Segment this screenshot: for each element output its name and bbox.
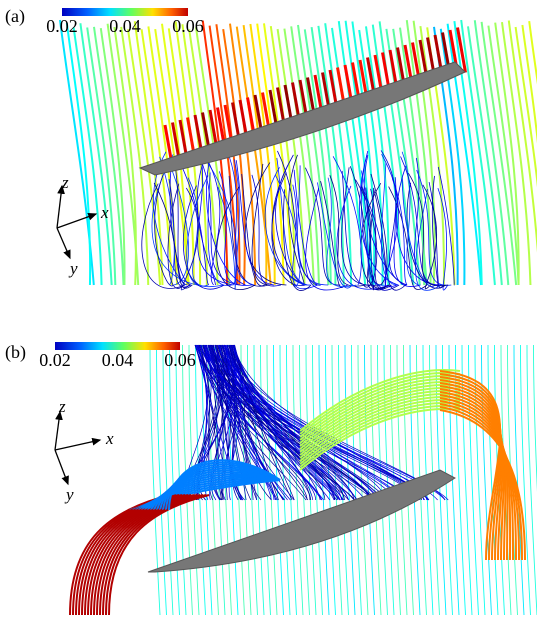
axis-label: x (100, 203, 109, 222)
panel-label: (b) (5, 342, 26, 363)
colorbar-tick-label: 0.02 (39, 350, 71, 370)
colorbar-tick-label: 0.06 (164, 350, 196, 370)
streamline (74, 27, 102, 285)
streamlines (60, 20, 537, 291)
colorbar-tick-label: 0.06 (172, 16, 204, 36)
axis-arrow (57, 186, 62, 228)
colorbar-tick-label: 0.04 (102, 350, 134, 370)
axis-label: y (64, 485, 74, 504)
panel-label: (a) (5, 6, 25, 27)
streamline (150, 345, 160, 615)
figure: (a) 0.02 0.04 0.06 z x y (b) 0.02 0.04 0.06 z x y (0, 0, 537, 621)
panel-a: (a) 0.02 0.04 0.06 z x y (5, 6, 537, 291)
axis-arrow (57, 228, 70, 258)
axis-label: y (68, 259, 78, 278)
panel-b: (b) 0.02 0.04 0.06 z x y (5, 342, 537, 615)
axis-label: x (105, 429, 114, 448)
axis-label: z (61, 173, 69, 192)
axis-arrow (55, 412, 60, 450)
colorbar (55, 342, 180, 350)
axis-arrow (55, 450, 68, 484)
colorbar (62, 8, 188, 16)
colorbar-tick-label: 0.04 (109, 16, 141, 36)
axis-label: z (58, 397, 66, 416)
axis-arrow (55, 440, 100, 450)
colorbar-tick-label: 0.02 (46, 16, 78, 36)
streamline (80, 23, 111, 285)
streamlines (70, 345, 537, 615)
axes-triad (55, 412, 100, 484)
